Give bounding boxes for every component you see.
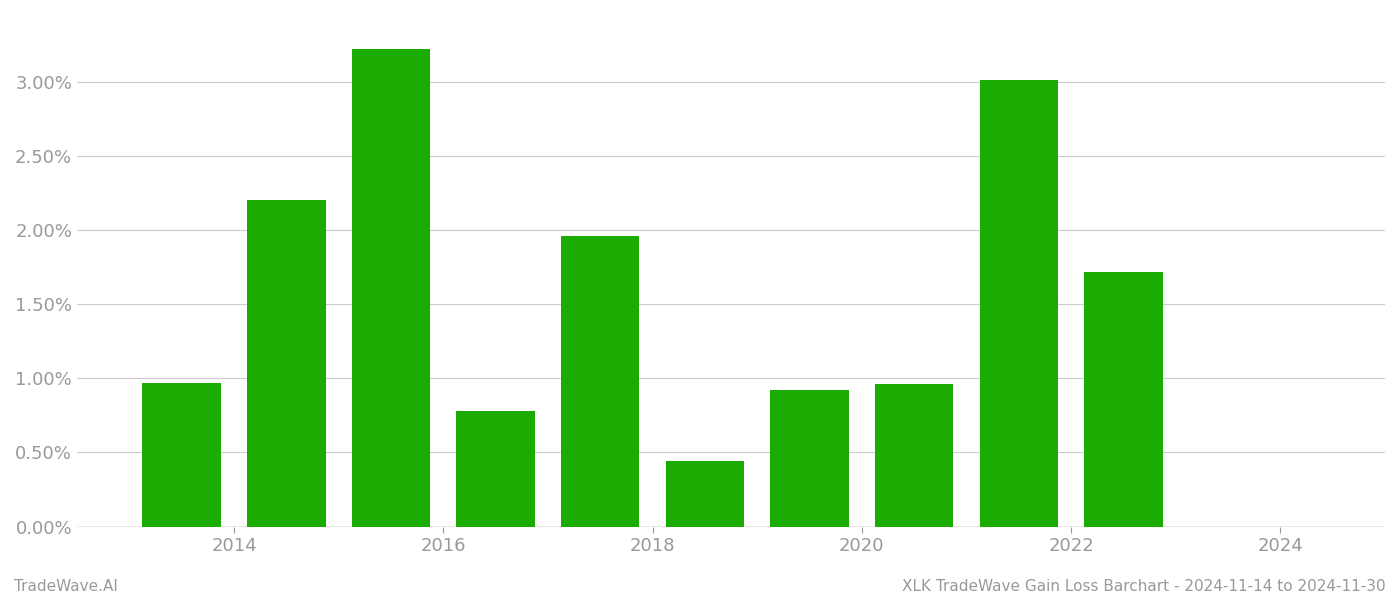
Bar bbox=[665, 461, 743, 527]
Bar bbox=[456, 411, 535, 527]
Bar bbox=[980, 80, 1058, 527]
Bar bbox=[561, 236, 640, 527]
Bar bbox=[246, 200, 326, 527]
Bar bbox=[351, 49, 430, 527]
Bar bbox=[770, 390, 848, 527]
Text: TradeWave.AI: TradeWave.AI bbox=[14, 579, 118, 594]
Bar bbox=[875, 384, 953, 527]
Text: XLK TradeWave Gain Loss Barchart - 2024-11-14 to 2024-11-30: XLK TradeWave Gain Loss Barchart - 2024-… bbox=[903, 579, 1386, 594]
Bar bbox=[143, 383, 221, 527]
Bar bbox=[1084, 272, 1162, 527]
